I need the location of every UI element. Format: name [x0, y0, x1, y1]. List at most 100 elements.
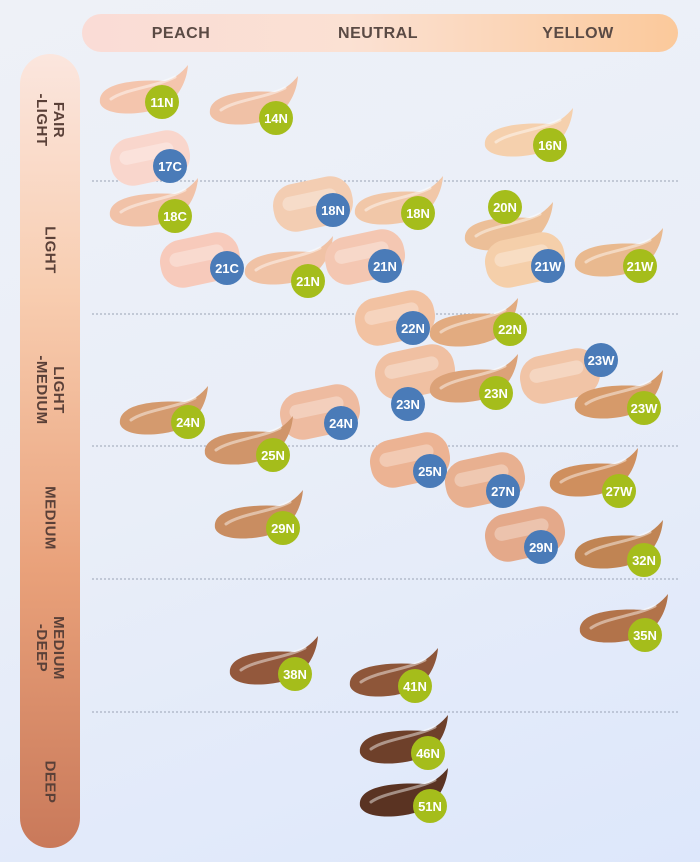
shade-label: 27N: [491, 484, 515, 499]
swatch-highlight: [559, 458, 627, 484]
swatch-highlight: [359, 658, 427, 684]
swatch-highlight: [119, 188, 187, 214]
undertone-axis-bar: [82, 14, 678, 52]
shade-badge-circle: [486, 474, 520, 508]
shade-18n: 18N: [354, 176, 443, 230]
shade-badge-circle: [368, 249, 402, 283]
shade-label: 18N: [406, 206, 430, 221]
shade-badge-circle: [524, 530, 558, 564]
shade-badge-circle: [413, 789, 447, 823]
swatch-highlight: [219, 86, 287, 112]
shade-35n: 35N: [579, 594, 668, 652]
shade-23n: 23N: [429, 354, 518, 410]
shade-21c: 21C: [159, 232, 244, 288]
swatch-highlight: [529, 360, 584, 383]
shade-label: 21N: [296, 274, 320, 289]
shade-label: 23W: [588, 353, 615, 368]
swatch-23w: [519, 348, 601, 404]
shade-label: 24N: [176, 415, 200, 430]
shade-27w: 27W: [549, 448, 638, 508]
shade-label: 11N: [150, 95, 173, 110]
shade-label: 35N: [633, 628, 657, 643]
shade-badge-circle: [623, 249, 657, 283]
swatch-highlight: [169, 244, 224, 267]
swatch-highlight: [439, 308, 507, 334]
shade-label: 32N: [632, 553, 656, 568]
shade-23w: 23W: [519, 343, 618, 404]
swatch-highlight: [494, 518, 549, 541]
shade-badge-circle: [259, 101, 293, 135]
shade-badge-circle: [153, 149, 187, 183]
shade-22n: 22N: [354, 290, 436, 346]
swatch-highlight: [454, 464, 509, 487]
swatch-highlight: [369, 778, 437, 804]
swatch-highlight: [119, 142, 174, 165]
shade-label: 29N: [529, 540, 553, 555]
shade-badge-circle: [324, 406, 358, 440]
swatch-highlight: [282, 188, 337, 211]
shade-24n: 24N: [119, 386, 208, 439]
shade-16n: 16N: [484, 108, 573, 162]
shade-label: 29N: [271, 521, 295, 536]
shade-badge-circle: [316, 193, 350, 227]
shade-18n: 18N: [272, 176, 354, 232]
shade-21w: 21W: [574, 228, 663, 283]
shade-label: 18N: [321, 203, 345, 218]
shade-18c: 18C: [109, 178, 198, 233]
shade-label: 41N: [403, 679, 427, 694]
shade-21n: 21N: [244, 236, 333, 298]
shade-25n: 25N: [204, 416, 293, 472]
shade-badge-circle: [266, 511, 300, 545]
shade-label: 27W: [606, 484, 633, 499]
shade-badge-circle: [488, 190, 522, 224]
shade-badge-circle: [627, 543, 661, 577]
swatch-highlight: [384, 356, 439, 379]
shade-22n: 22N: [429, 298, 527, 347]
undertone-label-neutral: NEUTRAL: [338, 25, 418, 42]
shade-label: 23W: [631, 401, 658, 416]
shade-21n: 21N: [324, 229, 406, 285]
shade-badge-circle: [210, 251, 244, 285]
shade-label: 17C: [158, 159, 182, 174]
shade-label: 46N: [416, 746, 440, 761]
swatch-highlight: [224, 500, 292, 526]
shade-badge-circle: [398, 669, 432, 703]
shade-badge-circle: [602, 474, 636, 508]
shade-label: 21W: [627, 259, 654, 274]
swatch-highlight: [584, 530, 652, 556]
shade-badge-circle: [391, 387, 425, 421]
shade-label: 16N: [538, 138, 562, 153]
shade-38n: 38N: [229, 636, 318, 691]
shade-27n: 27N: [444, 452, 526, 508]
shade-badge-circle: [171, 405, 205, 439]
swatch-highlight: [214, 426, 282, 452]
undertone-label-yellow: YELLOW: [542, 25, 614, 42]
swatch-highlight: [589, 604, 657, 630]
shade-badge-circle: [628, 618, 662, 652]
swatch-highlight: [364, 302, 419, 325]
shade-label: 25N: [418, 464, 442, 479]
swatch-highlight: [289, 396, 344, 419]
shade-badge-circle: [584, 343, 618, 377]
swatch-highlight: [129, 396, 197, 422]
shade-badge-circle: [396, 311, 430, 345]
swatch-highlight: [254, 246, 322, 272]
shade-badge-circle: [493, 312, 527, 346]
shade-14n: 14N: [209, 76, 298, 135]
swatch-highlight: [584, 380, 652, 406]
depth-axis-bar: [20, 54, 80, 848]
shade-24n: 24N: [279, 384, 361, 440]
swatch-highlight: [334, 241, 389, 264]
shade-badge-circle: [158, 199, 192, 233]
shade-46n: 46N: [359, 715, 448, 770]
shade-41n: 41N: [349, 648, 438, 703]
shade-label: 24N: [329, 416, 353, 431]
shade-23w: 23W: [574, 370, 663, 425]
shade-label: 18C: [163, 209, 187, 224]
shade-25n: 25N: [369, 432, 451, 488]
shade-29n: 29N: [214, 490, 303, 545]
swatch-highlight: [494, 118, 562, 144]
swatch-highlight: [369, 725, 437, 751]
shade-label: 51N: [418, 799, 442, 814]
swatch-highlight: [364, 186, 432, 212]
